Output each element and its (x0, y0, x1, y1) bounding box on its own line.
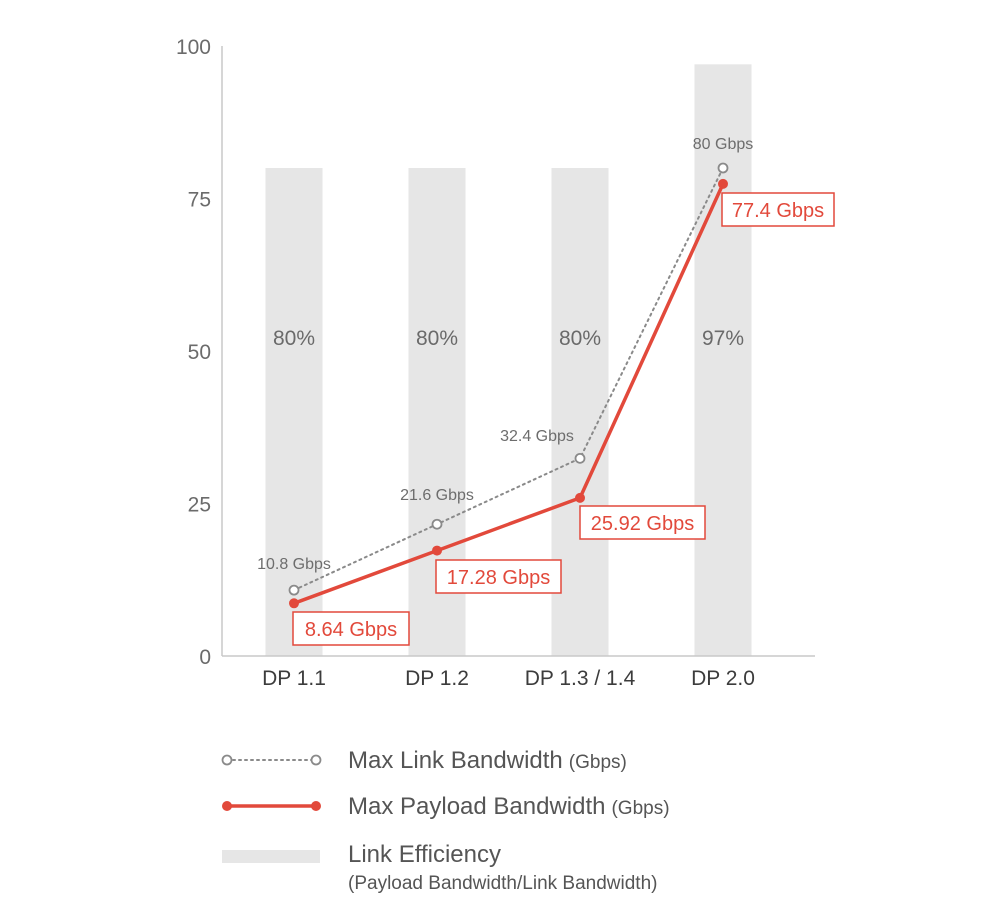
link-bandwidth-point (431, 518, 443, 530)
legend-efficiency-swatch (222, 850, 320, 863)
axes (221, 46, 815, 657)
payload-bandwidth-point (432, 545, 442, 556)
payload-label-box (579, 505, 706, 540)
efficiency-bar (694, 64, 752, 657)
link-bandwidth-point (288, 584, 300, 596)
link-bandwidth-label: 21.6 Gbps (400, 487, 474, 504)
payload-label-box (292, 611, 410, 646)
payload-bandwidth-point (718, 178, 728, 189)
link-bandwidth-point (574, 452, 586, 464)
legend-link-unit: (Gbps) (569, 752, 627, 773)
payload-bandwidth-label: 77.4 Gbps (732, 200, 824, 222)
payload-bandwidth-label: 25.92 Gbps (591, 513, 694, 535)
legend-link-marker (221, 754, 233, 766)
legend-payload-marker (222, 801, 232, 811)
legend-payload-label: Max Payload Bandwidth (Gbps) (348, 793, 670, 820)
efficiency-label: 80% (416, 327, 458, 350)
y-tick-label: 0 (199, 646, 211, 669)
legend-link-marker (310, 754, 322, 766)
legend-link-label: Max Link Bandwidth (Gbps) (348, 747, 627, 774)
link-bandwidth-line (293, 167, 724, 592)
legend-efficiency-label: Link Efficiency (348, 841, 501, 868)
legend-link-name: Max Link Bandwidth (348, 747, 563, 774)
legend: Max Link Bandwidth (Gbps)Max Payload Band… (221, 747, 670, 894)
efficiency-label: 97% (702, 327, 744, 350)
x-category-label: DP 1.3 / 1.4 (525, 667, 636, 690)
payload-label-box (721, 192, 835, 227)
payload-bandwidth-line (292, 182, 725, 606)
payload-bandwidth-label: 8.64 Gbps (305, 619, 397, 641)
efficiency-label: 80% (559, 327, 601, 350)
y-tick-label: 100 (176, 36, 211, 59)
link-bandwidth-label: 80 Gbps (693, 136, 753, 153)
y-tick-label: 25 (188, 494, 211, 517)
x-category-label: DP 2.0 (691, 667, 755, 690)
legend-payload-unit: (Gbps) (611, 798, 669, 819)
max-link-bandwidth-series: 10.8 Gbps 21.6 Gbps 32.4 Gbps 80 Gbps (257, 136, 753, 596)
link-bandwidth-label: 10.8 Gbps (257, 556, 331, 573)
legend-payload-marker (311, 801, 321, 811)
link-bandwidth-point (717, 162, 729, 174)
link-bandwidth-label: 32.4 Gbps (500, 428, 574, 445)
payload-bandwidth-label: 17.28 Gbps (447, 567, 550, 589)
y-tick-label: 75 (188, 189, 211, 212)
payload-bandwidth-point (289, 598, 299, 609)
y-tick-label: 50 (188, 341, 211, 364)
payload-bandwidth-point (575, 492, 585, 503)
legend-efficiency-sublabel: (Payload Bandwidth/Link Bandwidth) (348, 873, 657, 894)
x-category-label: DP 1.1 (262, 667, 326, 690)
payload-label-box (435, 559, 562, 594)
efficiency-bar (265, 168, 323, 656)
legend-payload-name: Max Payload Bandwidth (348, 793, 605, 820)
max-payload-bandwidth-series: 8.64 Gbps 17.28 Gbps 25.92 Gbps 77.4 Gbps (289, 178, 835, 646)
y-axis-ticks: 0 25 50 75 100 (176, 36, 211, 669)
efficiency-label: 80% (273, 327, 315, 350)
x-category-label: DP 1.2 (405, 667, 469, 690)
x-axis-categories: DP 1.1 DP 1.2 DP 1.3 / 1.4 DP 2.0 (262, 667, 755, 690)
